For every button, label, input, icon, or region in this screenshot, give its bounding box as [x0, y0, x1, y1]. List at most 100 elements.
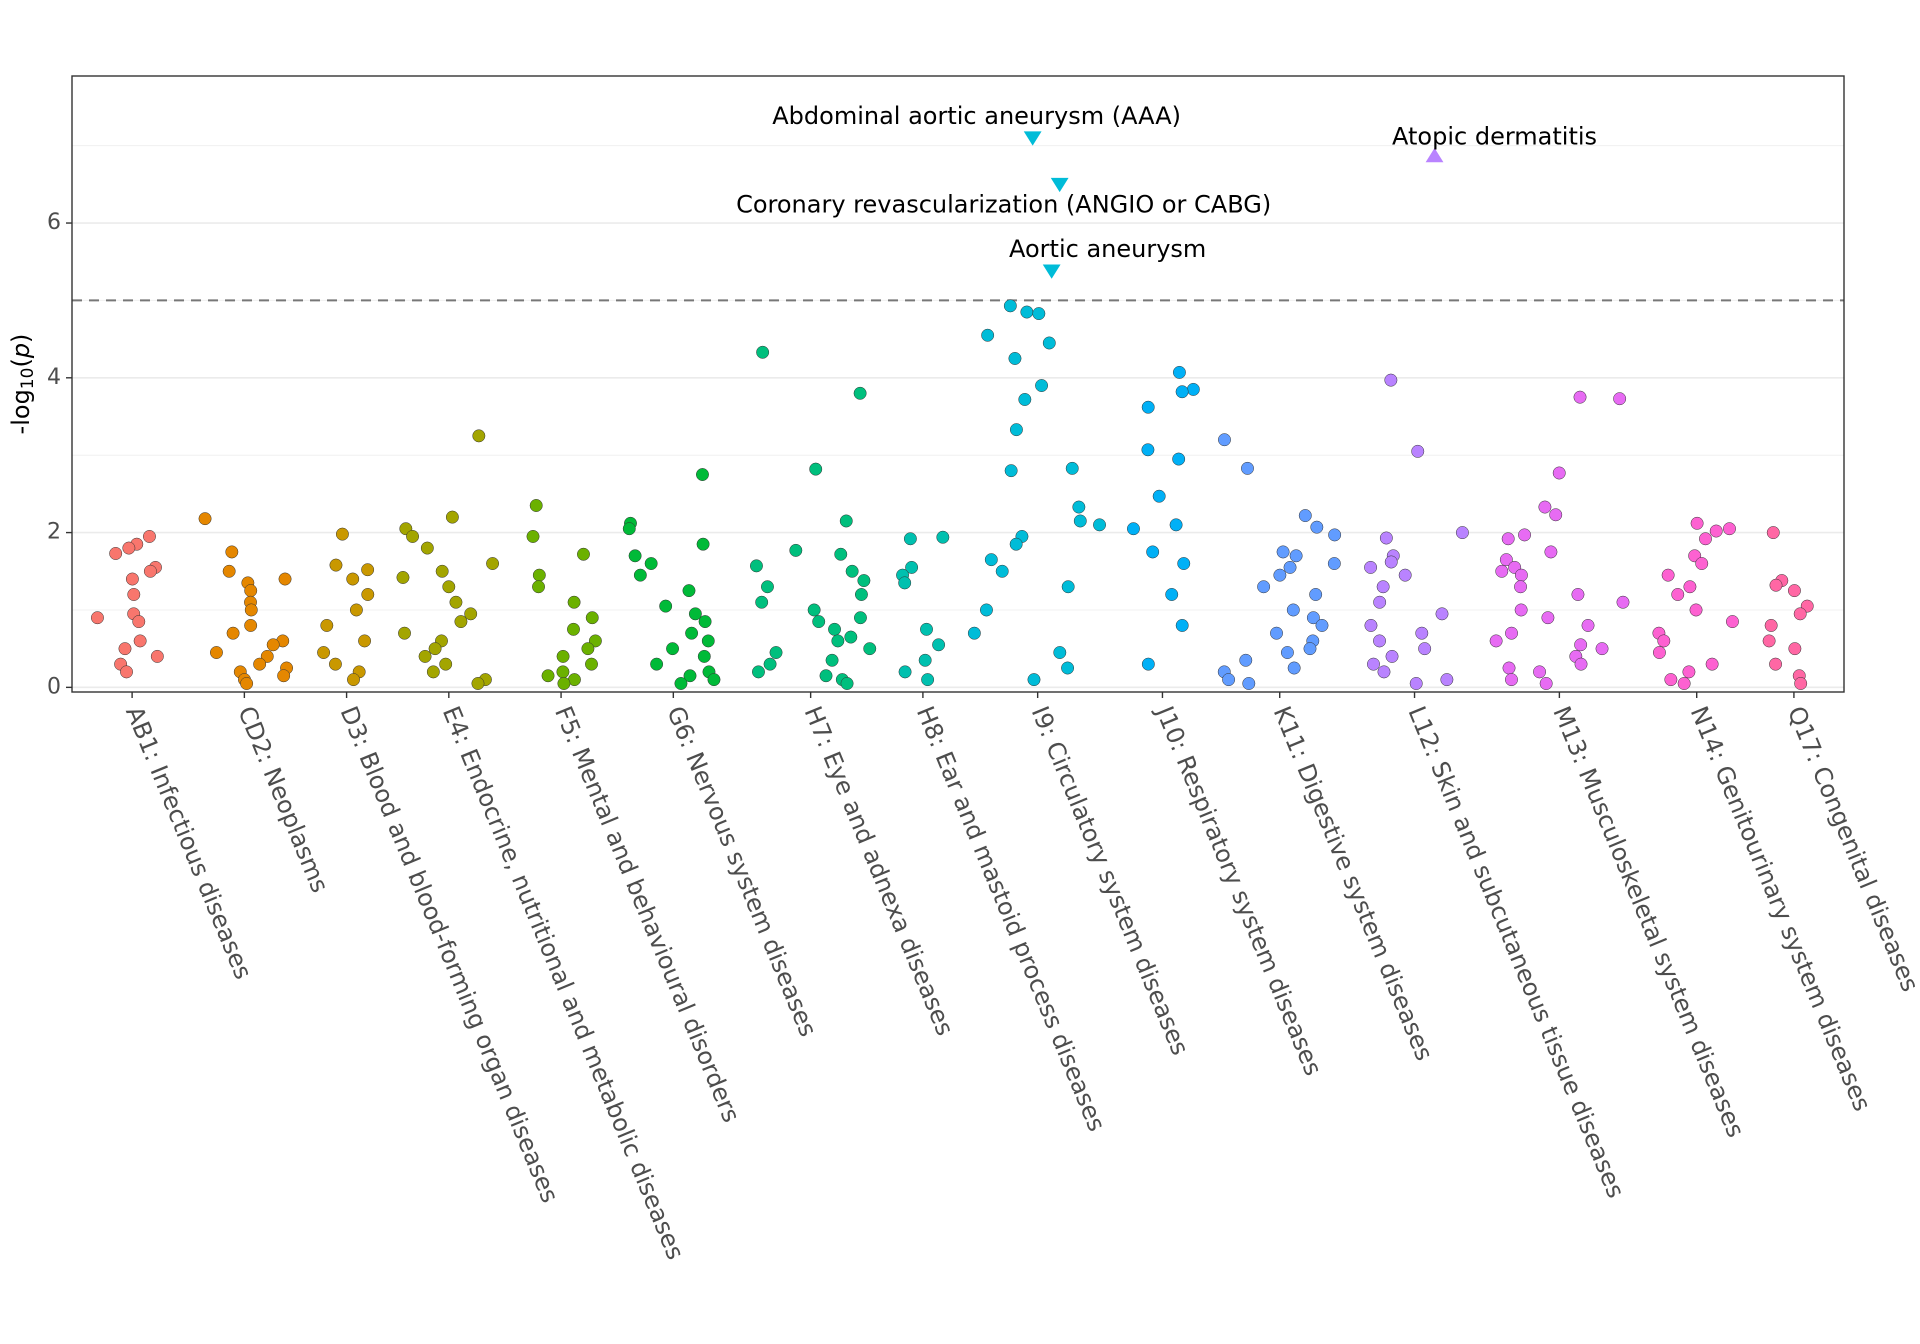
point [659, 599, 673, 613]
point [1766, 526, 1780, 540]
point [749, 559, 763, 573]
point [1315, 618, 1329, 632]
y-tick-label: 2 [47, 520, 61, 545]
point [1398, 568, 1412, 582]
point [127, 588, 141, 601]
point [1141, 443, 1155, 457]
point [633, 568, 647, 582]
point [1455, 526, 1469, 540]
y-label-sub: 10 [18, 368, 38, 390]
point [666, 642, 680, 656]
point [857, 574, 871, 588]
point [90, 611, 104, 625]
highlight-point [1042, 264, 1061, 279]
point [905, 560, 919, 574]
point [1695, 557, 1709, 570]
series-group [526, 499, 602, 690]
series-group [1652, 516, 1739, 690]
point [1270, 626, 1283, 640]
point [1379, 531, 1393, 545]
point [918, 653, 932, 667]
point [752, 665, 765, 679]
point [628, 549, 642, 563]
point [1373, 634, 1386, 648]
point [1009, 537, 1023, 551]
point [541, 669, 555, 683]
y-axis-label: -log10(p) [7, 334, 38, 435]
point [763, 657, 777, 671]
point [920, 622, 933, 636]
series-group [967, 131, 1106, 687]
point [1769, 578, 1783, 592]
point [825, 653, 839, 667]
point [1065, 461, 1079, 475]
point [1699, 532, 1712, 546]
point [1495, 564, 1509, 578]
point [1172, 452, 1186, 466]
point [1544, 545, 1558, 559]
point [118, 642, 132, 656]
point [567, 595, 581, 609]
point [812, 615, 826, 629]
point [698, 615, 712, 629]
point [143, 564, 157, 578]
point [278, 572, 292, 586]
point [1177, 557, 1191, 570]
point [1435, 607, 1449, 621]
point [1502, 661, 1516, 675]
point [1385, 649, 1399, 663]
point [1042, 336, 1056, 350]
point [1664, 673, 1678, 687]
point [1152, 489, 1166, 503]
point [329, 558, 343, 572]
point [834, 547, 848, 561]
point [585, 611, 599, 625]
point [1280, 646, 1294, 659]
point [1018, 393, 1032, 406]
series-group [1126, 365, 1200, 671]
point [1364, 560, 1378, 574]
point [1613, 392, 1627, 406]
point [696, 468, 709, 481]
point [132, 615, 146, 629]
point [420, 541, 434, 555]
point [244, 618, 258, 632]
point [210, 646, 223, 659]
point [1073, 514, 1087, 528]
panel-border [71, 75, 1845, 693]
point [819, 669, 833, 683]
point [980, 603, 993, 617]
point [1310, 520, 1324, 534]
point [1241, 461, 1254, 475]
point [1574, 638, 1588, 652]
highlight-point [1050, 177, 1069, 193]
point [1384, 373, 1398, 387]
point [853, 386, 867, 400]
point [1289, 549, 1303, 563]
point [1242, 677, 1256, 690]
point [122, 541, 136, 555]
highlight-point [1023, 131, 1042, 146]
point [1723, 522, 1736, 536]
y-tick-label: 0 [47, 674, 61, 699]
point [557, 677, 571, 690]
point [1035, 379, 1049, 392]
point [845, 564, 859, 578]
point [995, 564, 1009, 578]
point [335, 527, 349, 541]
point [967, 626, 981, 640]
point [1003, 299, 1017, 313]
point [1364, 618, 1378, 632]
point [449, 595, 463, 609]
point [442, 580, 456, 594]
point [1514, 580, 1527, 594]
series-group [896, 530, 950, 687]
point [428, 642, 442, 656]
point [1009, 423, 1023, 437]
point [109, 547, 123, 560]
y-label-part: -log [7, 389, 35, 434]
point [1683, 580, 1697, 594]
point [828, 622, 841, 636]
point [320, 618, 334, 632]
point [936, 530, 950, 544]
